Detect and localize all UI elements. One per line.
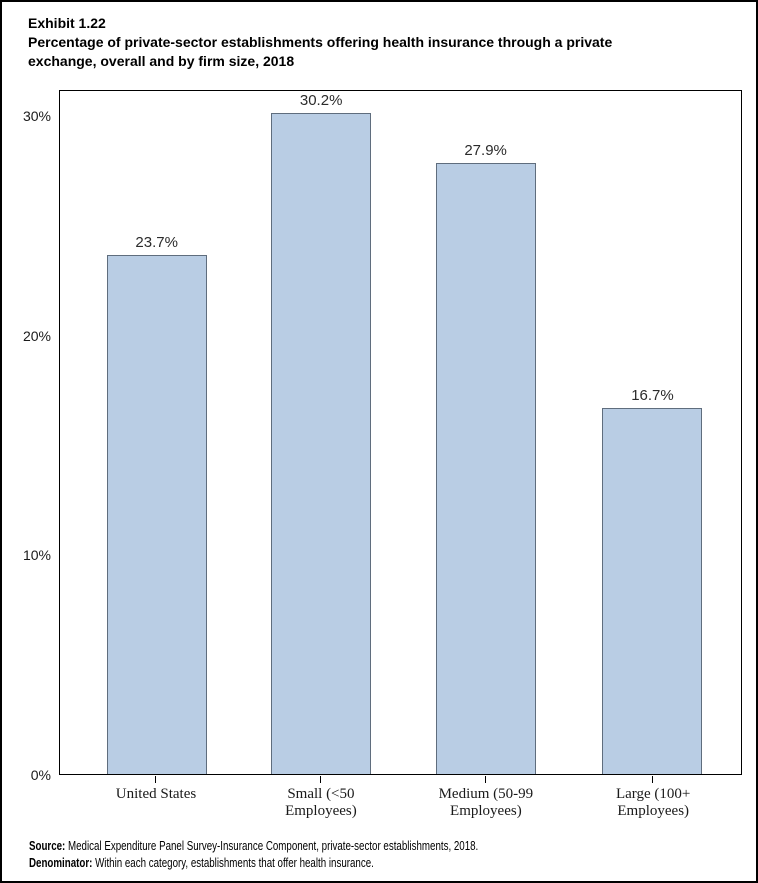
x-tick (484, 776, 486, 783)
x-axis: United States Small (<50 Employees) Medi… (59, 776, 742, 832)
bar-slot-large-firms: 16.7% (602, 91, 703, 774)
category-label-united-states: United States (115, 786, 197, 802)
bar-united-states (106, 255, 207, 774)
data-label: 30.2% (299, 91, 343, 109)
x-tick (652, 776, 654, 783)
category-label-large-firms: Large (100+ Employees) (615, 786, 691, 819)
data-label: 27.9% (464, 142, 507, 160)
x-tick (154, 776, 156, 783)
chart-title-line1: Percentage of private-sector establishme… (28, 34, 613, 50)
source-note: Source: Medical Expenditure Panel Survey… (29, 837, 478, 854)
exhibit-number: Exhibit 1.22 (28, 15, 106, 31)
denominator-label: Denominator: (29, 855, 93, 870)
chart-title-block: Exhibit 1.22 Percentage of private-secto… (28, 14, 612, 71)
x-tick (319, 776, 321, 783)
y-tick-label-10: 10% (22, 547, 51, 564)
data-label: 23.7% (135, 234, 178, 252)
bar-small-firms (271, 112, 372, 774)
y-axis: 0% 10% 20% 30% (2, 90, 51, 783)
category-label-medium-firms: Medium (50-99 Employees) (438, 786, 534, 819)
chart-title-line2: exchange, overall and by firm size, 2018 (28, 53, 295, 69)
data-label: 16.7% (631, 387, 674, 405)
footnotes: Source: Medical Expenditure Panel Survey… (29, 837, 628, 871)
plot-area: 23.7% 30.2% 27.9% 16.7% (59, 90, 742, 775)
category-label-small-firms: Small (<50 Employees) (285, 786, 357, 819)
source-text: Medical Expenditure Panel Survey-Insuran… (65, 838, 479, 853)
y-tick-label-0: 0% (30, 767, 51, 783)
bar-medium-firms (435, 163, 536, 774)
denominator-text: Within each category, establishments tha… (92, 855, 374, 870)
y-tick-label-30: 30% (22, 108, 51, 125)
bar-slot-medium-firms: 27.9% (435, 91, 536, 774)
bar-slot-united-states: 23.7% (106, 91, 207, 774)
source-label: Source: (29, 838, 66, 853)
bar-large-firms (602, 408, 703, 774)
y-tick-label-20: 20% (22, 327, 51, 344)
denominator-note: Denominator: Within each category, estab… (29, 854, 478, 871)
bar-slot-small-firms: 30.2% (271, 91, 372, 774)
